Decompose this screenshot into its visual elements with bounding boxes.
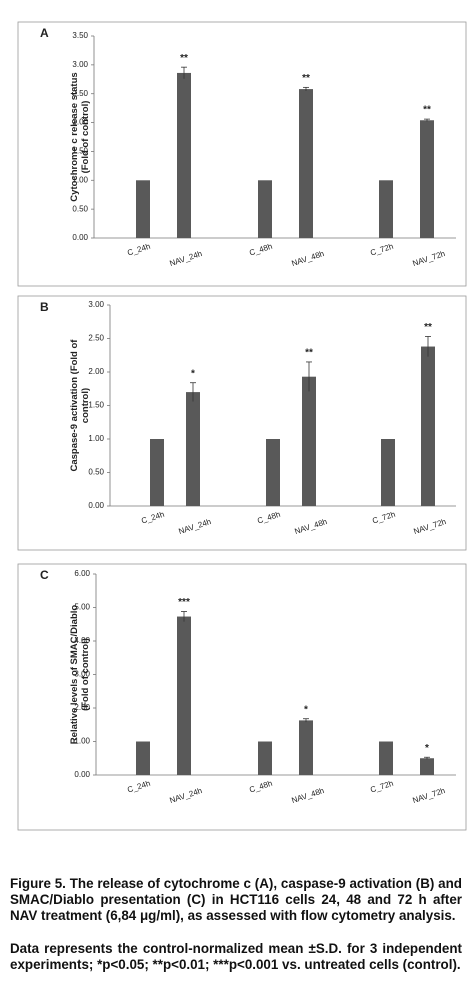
bar <box>186 392 200 506</box>
y-tick-label: 3.50 <box>72 31 88 40</box>
bar <box>136 741 150 775</box>
error-bar <box>181 66 187 79</box>
caption-note: Data represents the control-normalized m… <box>10 941 462 972</box>
y-tick-label: 0.50 <box>72 204 88 213</box>
bar <box>379 741 393 775</box>
y-tick-label: 0.00 <box>72 233 88 242</box>
significance: * <box>304 704 308 715</box>
y-tick-label: 6.00 <box>74 569 90 578</box>
panel-label: B <box>40 300 49 314</box>
y-tick-label: 4.00 <box>74 636 90 645</box>
y-axis-label: (Fold of control) <box>80 101 91 174</box>
error-bar <box>306 361 312 392</box>
x-tick-label: C_72h <box>369 779 394 795</box>
y-axis-label: control) <box>80 388 91 423</box>
significance: ** <box>305 348 313 359</box>
panel-frame <box>17 563 467 831</box>
bar <box>302 376 316 506</box>
x-tick-label: NAV_72h <box>411 786 446 805</box>
bar <box>421 346 435 506</box>
significance: *** <box>178 597 190 608</box>
bar <box>381 439 395 506</box>
y-tick-label: 0.00 <box>74 770 90 779</box>
bar <box>420 120 434 238</box>
significance: ** <box>180 53 188 64</box>
significance: ** <box>302 73 310 84</box>
y-tick-label: 1.50 <box>88 401 104 410</box>
panel-frame <box>17 295 467 551</box>
significance: * <box>191 368 195 379</box>
bar <box>258 741 272 775</box>
x-tick-label: C_48h <box>256 510 281 526</box>
error-bar <box>303 718 309 723</box>
y-tick-label: 2.00 <box>88 367 104 376</box>
x-tick-label: C_48h <box>248 779 273 795</box>
x-tick-label: C_72h <box>371 510 396 526</box>
bar <box>299 720 313 775</box>
x-tick-label: NAV_72h <box>411 249 446 268</box>
error-bar <box>181 611 187 622</box>
y-tick-label: 3.00 <box>88 300 104 309</box>
y-tick-label: 0.00 <box>88 501 104 510</box>
bar <box>258 180 272 238</box>
y-tick-label: 0.50 <box>88 468 104 477</box>
x-tick-label: C_24h <box>126 779 151 795</box>
error-bar <box>190 382 196 402</box>
y-tick-label: 1.00 <box>74 737 90 746</box>
x-tick-label: NAV_72h <box>412 517 447 536</box>
x-tick-label: C_24h <box>140 510 165 526</box>
panel-frame <box>17 21 467 287</box>
y-tick-label: 2.50 <box>88 334 104 343</box>
y-tick-label: 1.00 <box>88 434 104 443</box>
significance: * <box>425 743 429 754</box>
x-tick-label: C_48h <box>248 242 273 258</box>
panel-label: C <box>40 568 49 582</box>
y-axis-label: Cytochrome c release status <box>69 72 80 201</box>
bar <box>177 616 191 775</box>
bar <box>420 758 434 775</box>
y-tick-label: 3.00 <box>72 60 88 69</box>
error-bar <box>303 86 309 91</box>
y-tick-label: 2.50 <box>72 89 88 98</box>
x-tick-label: NAV_48h <box>293 517 328 536</box>
bar <box>299 89 313 239</box>
y-tick-label: 2.00 <box>72 118 88 127</box>
panel-label: A <box>40 26 49 40</box>
error-bar <box>424 756 430 760</box>
x-tick-label: NAV_24h <box>168 786 203 805</box>
error-bar <box>424 118 430 122</box>
y-axis-label: Caspase-9 activation (Fold of <box>69 339 80 472</box>
significance: ** <box>423 105 431 116</box>
y-tick-label: 5.00 <box>74 603 90 612</box>
y-tick-label: 1.00 <box>72 175 88 184</box>
bar <box>150 439 164 506</box>
bar <box>177 72 191 239</box>
x-tick-label: NAV_24h <box>168 249 203 268</box>
x-tick-label: C_24h <box>126 242 151 258</box>
significance: ** <box>424 322 432 333</box>
error-bar <box>425 336 431 357</box>
x-tick-label: C_72h <box>369 242 394 258</box>
caption: Figure 5. The release of cytochrome c (A… <box>10 876 462 923</box>
x-tick-label: NAV_48h <box>290 786 325 805</box>
y-axis-label: Relative levels of SMAC/Diablo <box>69 605 80 745</box>
bar <box>266 439 280 506</box>
y-tick-label: 2.00 <box>74 703 90 712</box>
y-axis-label: (Fold of control) <box>80 638 91 711</box>
x-tick-label: NAV_24h <box>177 517 212 536</box>
bar <box>379 180 393 238</box>
y-tick-label: 1.50 <box>72 147 88 156</box>
bar <box>136 180 150 238</box>
y-tick-label: 3.00 <box>74 670 90 679</box>
x-tick-label: NAV_48h <box>290 249 325 268</box>
